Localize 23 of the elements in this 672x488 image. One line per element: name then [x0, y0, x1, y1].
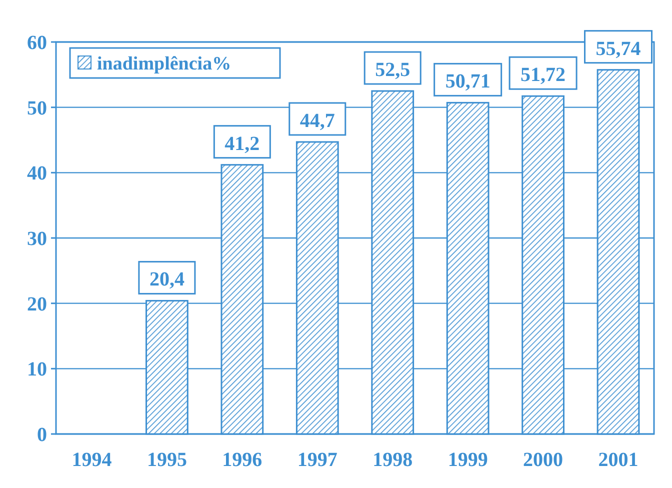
- y-tick-label: 50: [27, 97, 47, 120]
- y-tick-label: 10: [27, 358, 47, 381]
- data-label: 41,2: [224, 132, 260, 155]
- y-tick-label: 60: [27, 32, 47, 54]
- data-label: 50,71: [445, 70, 490, 93]
- x-tick-label: 2000: [523, 449, 564, 471]
- data-label: 55,74: [596, 38, 641, 60]
- x-tick-label: 1998: [372, 449, 413, 471]
- x-tick-label: 2001: [598, 449, 638, 471]
- y-tick-label: 0: [37, 424, 47, 446]
- data-label: 44,7: [300, 110, 335, 132]
- y-tick-label: 30: [27, 228, 47, 250]
- x-tick-label: 1996: [222, 449, 262, 471]
- y-tick-label: 40: [27, 162, 47, 185]
- data-label: 52,5: [375, 59, 410, 81]
- x-tick-label: 1999: [448, 449, 488, 471]
- x-tick-label: 1997: [297, 449, 338, 471]
- x-tick-label: 1995: [146, 449, 187, 471]
- x-tick-label: 1994: [72, 449, 112, 471]
- y-tick-label: 20: [27, 293, 47, 316]
- legend-label: inadimplência%: [97, 54, 232, 75]
- data-label: 20,4: [149, 268, 184, 291]
- data-label: 51,72: [520, 64, 566, 86]
